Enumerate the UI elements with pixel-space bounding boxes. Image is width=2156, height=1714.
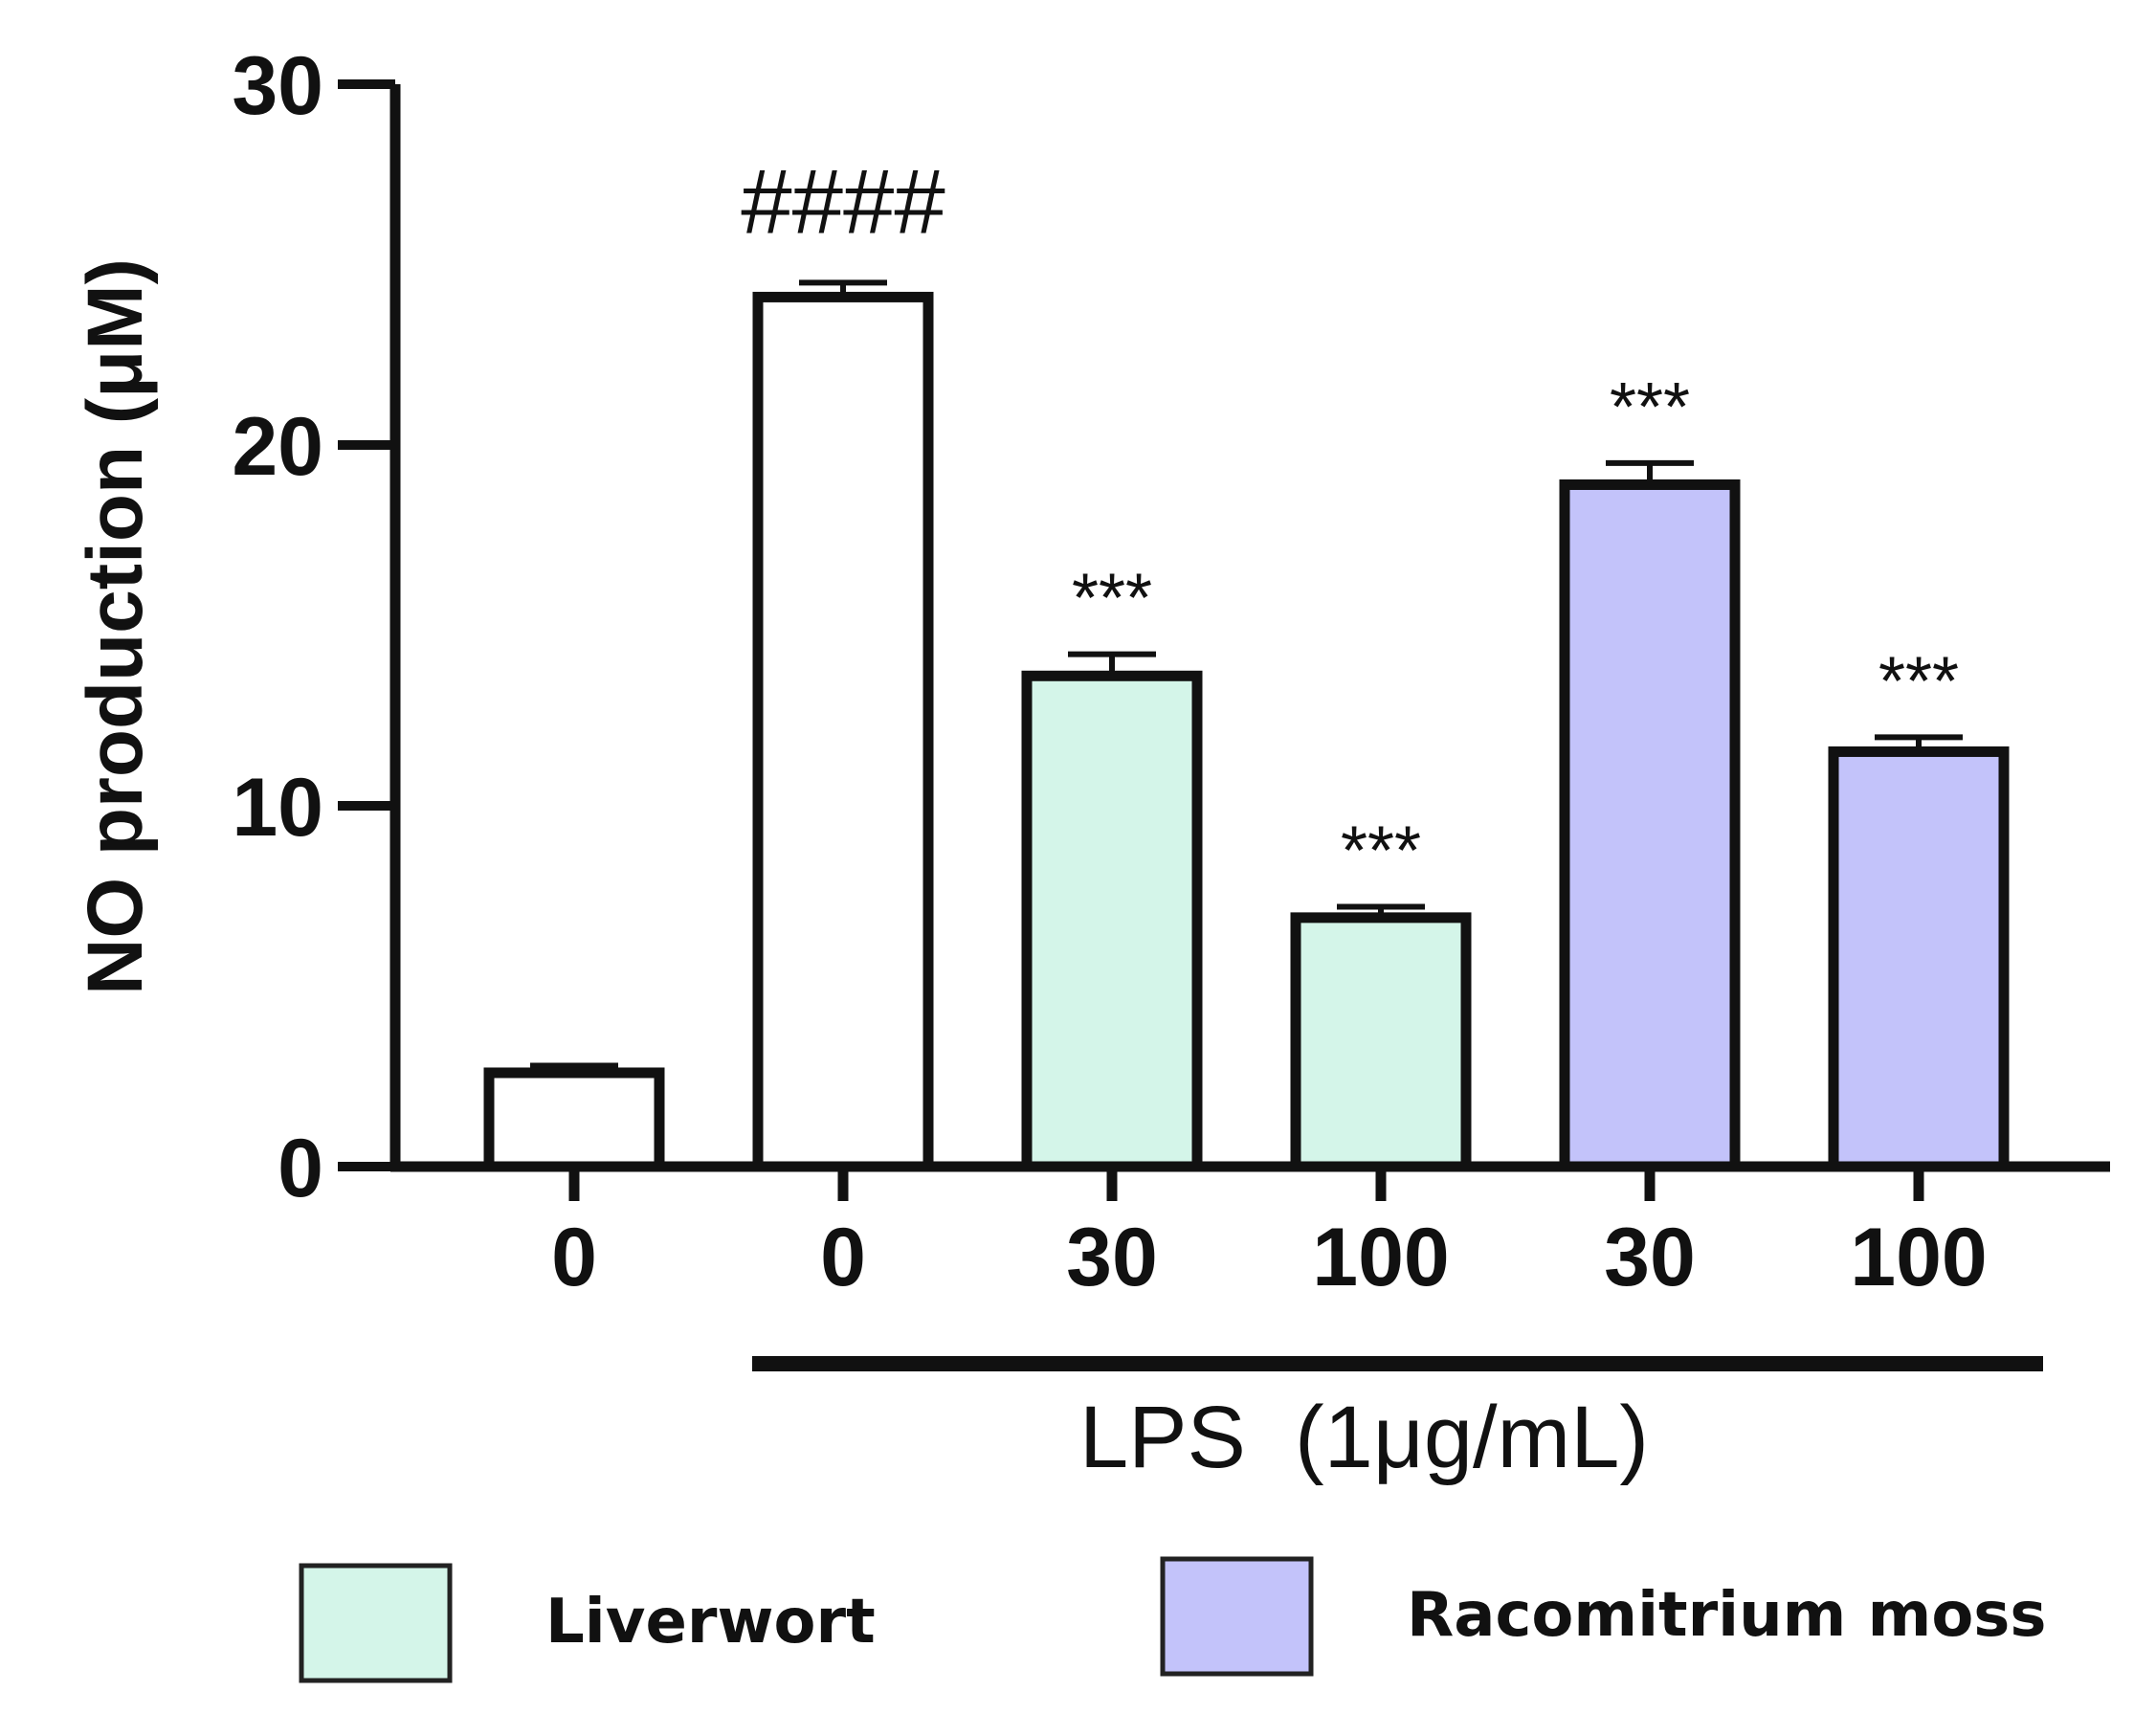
x-tick-label: 0 xyxy=(820,1212,866,1303)
bars: #### *** *** *** *** xyxy=(483,150,2010,1172)
y-tick-label: 30 xyxy=(232,40,323,132)
legend-label: Racomitrium moss xyxy=(1407,1580,2046,1651)
bar xyxy=(752,291,934,1172)
x-tick-label: 100 xyxy=(1850,1212,1988,1303)
legend: Liverwort Racomitrium moss xyxy=(299,1556,2046,1683)
x-tick-label: 30 xyxy=(1604,1212,1696,1303)
lps-bracket: LPS (1μg/mL) xyxy=(752,1356,2043,1486)
bar xyxy=(1021,670,1203,1172)
x-tick-label: 0 xyxy=(551,1212,597,1303)
legend-label: Liverwort xyxy=(545,1587,876,1658)
significance-star-label: *** xyxy=(1072,561,1152,637)
significance-star-label: *** xyxy=(1341,813,1421,890)
y-axis-label: NO production (μM) xyxy=(72,258,159,995)
significance-star-label: *** xyxy=(1610,369,1690,446)
y-ticks: 0 10 20 30 xyxy=(232,40,395,1214)
x-tick-label: 100 xyxy=(1312,1212,1450,1303)
x-tick-label: 30 xyxy=(1066,1212,1158,1303)
x-ticks: 0 0 30 100 30 100 xyxy=(551,1167,1988,1303)
y-tick-label: 20 xyxy=(232,401,323,493)
lps-label: LPS (1μg/mL) xyxy=(1079,1389,1649,1486)
bar xyxy=(1828,746,2010,1172)
bar xyxy=(1559,479,1741,1172)
bar xyxy=(483,1067,665,1172)
legend-swatch xyxy=(299,1563,453,1683)
legend-swatch xyxy=(1160,1556,1314,1677)
bar xyxy=(1290,912,1472,1172)
significance-star-label: *** xyxy=(1878,643,1959,720)
y-tick-label: 10 xyxy=(232,762,323,854)
significance-hash-label: #### xyxy=(741,150,945,253)
y-tick-label: 0 xyxy=(278,1123,323,1214)
